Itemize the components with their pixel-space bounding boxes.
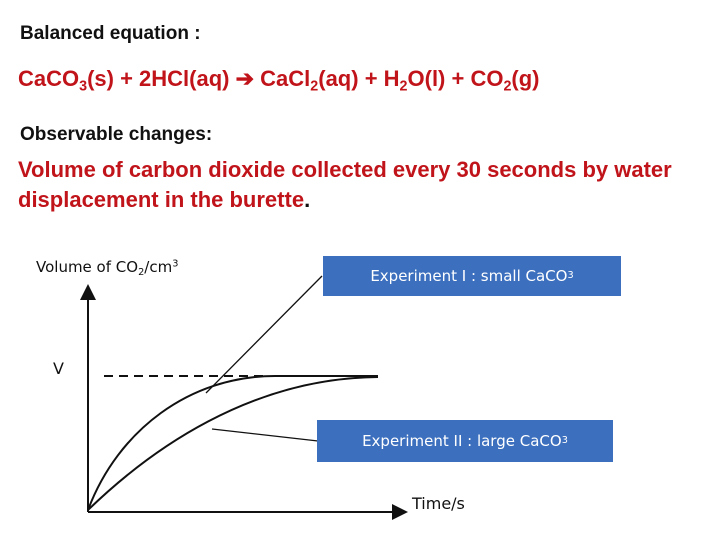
observable-changes-label: Observable changes: — [20, 124, 213, 145]
callout-pointer-1 — [205, 275, 323, 394]
curve-experiment-1 — [87, 375, 378, 511]
observable-changes-text: Volume of carbon dioxide collected every… — [18, 157, 672, 212]
v-level-label: V — [53, 359, 64, 378]
curve-experiment-2 — [87, 376, 379, 511]
callout-pointer-2 — [211, 428, 319, 442]
x-axis-label: Time/s — [412, 494, 465, 513]
callout-experiment-1: Experiment I : small CaCO 3 — [323, 256, 621, 296]
arrow-icon: ➔ — [235, 66, 255, 91]
chemical-equation: CaCO3(s) + 2HCl(aq) ➔ CaCl2(aq) + H2O(l)… — [18, 66, 540, 95]
balanced-equation-label: Balanced equation : — [20, 23, 201, 44]
y-axis-label: Volume of CO2/cm3 — [36, 258, 179, 278]
callout-experiment-2: Experiment II : large CaCO 3 — [317, 420, 613, 462]
